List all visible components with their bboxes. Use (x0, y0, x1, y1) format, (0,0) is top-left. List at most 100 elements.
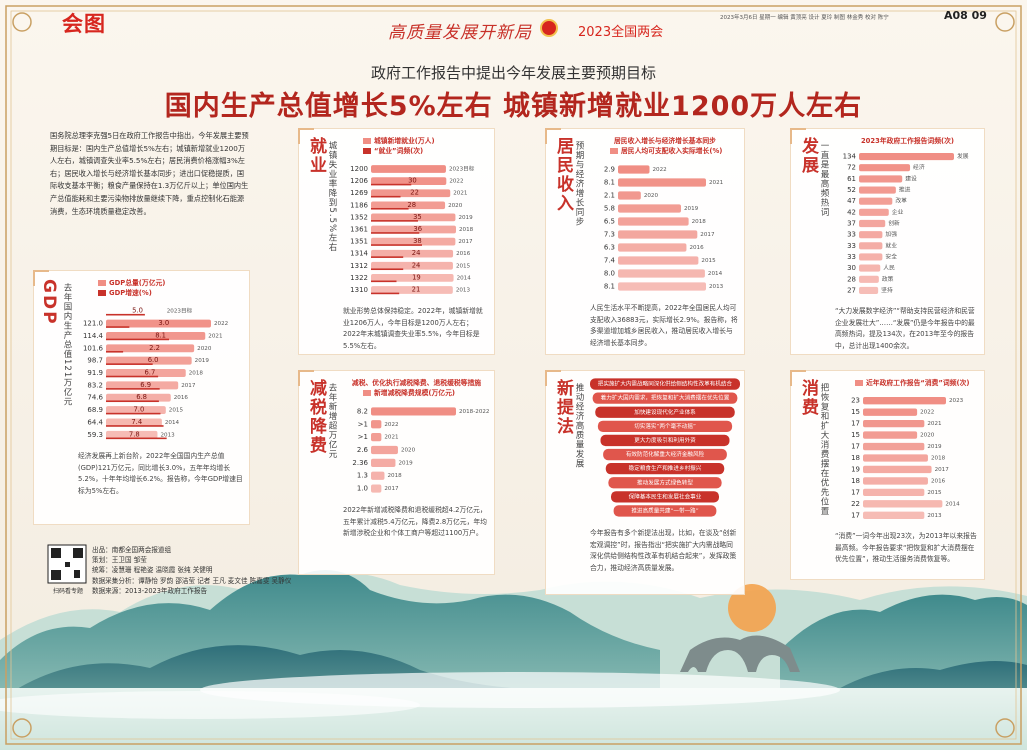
value-label: 33 (847, 231, 856, 239)
category-label: 2016 (456, 251, 471, 257)
legend-label: “就业”词频(次) (374, 146, 423, 155)
bar (863, 431, 918, 439)
category-label: 2021 (208, 333, 223, 339)
legend-swatch (363, 148, 371, 154)
bar (863, 488, 925, 497)
bar (863, 397, 946, 405)
panel-heading: 就业 (306, 137, 326, 175)
value-label: 101.6 (83, 344, 104, 352)
category-label: 2023 (949, 398, 964, 404)
category-label: 经济 (913, 163, 925, 171)
bar (618, 230, 698, 239)
panel-chart: 近年政府工作报告“消费”词频(次) 23 2023 15 2022 17 2021 15 202… (851, 378, 970, 519)
bar (859, 286, 879, 294)
panel: 减税降费 去年新增超万亿元 减税、优化执行减税降费、退税缓税等措施 新增减税降费规模(… (298, 370, 495, 575)
value-label: 8.2 (357, 407, 368, 415)
category-label: 2019 (684, 206, 699, 212)
panel-subheading: 预期与经济增长同步 (574, 141, 584, 227)
bar (618, 282, 706, 291)
bar-secondary (371, 292, 400, 295)
category-label: 坚持 (881, 286, 893, 294)
intro-text: 国务院总理李克强5日在政府工作报告中指出，今年发展主要预期目标是：国内生产总值增… (50, 131, 249, 216)
category-label: 2017 (935, 467, 950, 473)
category-label: 2020 (448, 203, 463, 209)
category-label: 就业 (885, 241, 897, 249)
bar (618, 204, 682, 213)
bar-secondary (106, 400, 159, 403)
bar-secondary (371, 195, 401, 198)
panel-text: 2022年新增减税降费和退税缓税超4.2万亿元，五年累计减税5.4万亿元，降费2… (343, 506, 487, 538)
bar (859, 219, 886, 228)
value-label: 38 (413, 237, 422, 245)
category-label: 2013 (927, 513, 942, 519)
value-label: 30 (847, 264, 856, 272)
bar-secondary (106, 375, 159, 378)
value-label: 6.7 (144, 369, 155, 377)
bar (371, 407, 456, 416)
panel: 发展 一直是最高频热词 2023年政府工作报告词频(次) 134 发展 72 经济 61 建设 5… (790, 128, 985, 355)
bar (618, 191, 641, 200)
category-label: 2018 (387, 473, 402, 479)
bar (863, 408, 918, 416)
value-label: 5.0 (132, 307, 143, 315)
value-label: 98.7 (87, 357, 103, 365)
bar-secondary (371, 280, 397, 283)
value-label: 19 (412, 273, 421, 281)
category-label: 2018-2022 (459, 409, 490, 415)
value-label: 8.0 (604, 270, 615, 278)
value-label: 7.8 (129, 430, 140, 438)
bar (863, 477, 928, 485)
category-label: 2022 (920, 410, 934, 416)
value-label: 6.0 (148, 356, 159, 364)
bar (371, 445, 398, 455)
emblem (540, 19, 558, 37)
item-text: 加快建设现代化产业体系 (634, 408, 696, 416)
mist (0, 691, 420, 719)
category-label: 2022 (214, 321, 228, 327)
category-label: 企业 (892, 208, 904, 216)
corner-ornament (995, 12, 1015, 32)
panel-subheading: 推动经济高质量发展 (574, 383, 584, 469)
bar-secondary (371, 244, 422, 246)
category-label: 2017 (384, 486, 399, 492)
category-label: 2023目标 (167, 307, 193, 315)
category-label: 人民 (883, 265, 895, 272)
credit-line: 出品：南都全国两会报道组 (92, 546, 172, 554)
bar (863, 511, 925, 519)
legend-label: 近年政府工作报告“消费”词频(次) (866, 378, 970, 387)
category-label: 2015 (927, 490, 942, 496)
value-label: 7.4 (131, 418, 142, 426)
category-label: 2016 (174, 395, 189, 401)
bar (371, 237, 456, 246)
value-label: 21 (412, 285, 421, 293)
panel: GDP 去年国内生产总值121万亿元 GDP总量(万亿元) GDP增速(%) 5.0 20… (33, 270, 250, 525)
category-label: 建设 (905, 174, 917, 182)
value-label: 1.0 (357, 485, 368, 493)
bar (859, 186, 896, 194)
subtitle: 政府工作报告中提出今年发展主要预期目标 (370, 64, 656, 82)
bar-secondary (106, 313, 145, 316)
bar (859, 275, 879, 283)
category-label: 2020 (197, 346, 212, 352)
category-label: 2013 (456, 287, 471, 293)
value-label: >1 (358, 433, 368, 441)
bar (371, 225, 456, 234)
panel-heading: GDP (39, 279, 59, 326)
panel: 新提法 推动经济高质量发展 把实施扩大内需战略同深化供给侧结构性改革有机结合 着力扩大… (545, 370, 745, 595)
bar-secondary (106, 350, 124, 353)
value-label: 7.4 (604, 257, 616, 265)
value-label: 18 (851, 477, 860, 485)
category-label: 2015 (701, 258, 716, 264)
title: 国内生产总值增长5%左右 城镇新增就业1200万人左右 (164, 91, 863, 122)
corner-ornament (995, 718, 1015, 738)
bar (371, 213, 456, 222)
bar-secondary (106, 388, 160, 390)
value-label: 7.3 (604, 231, 615, 239)
category-label: 2013 (709, 284, 724, 290)
legend-label: 新增减税降费规模(万亿元) (374, 388, 455, 397)
category-label: 政策 (882, 275, 894, 283)
category-label: 2014 (165, 420, 180, 426)
bar (371, 433, 382, 442)
legend-swatch (363, 390, 371, 396)
